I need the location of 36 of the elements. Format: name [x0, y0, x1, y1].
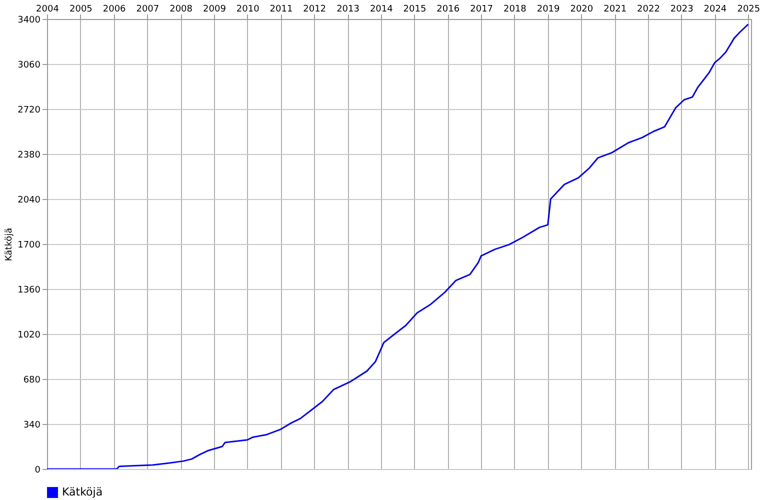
x-tick-label: 2022 [637, 4, 660, 14]
legend-label: Kätköjä [62, 486, 103, 498]
y-tick-label: 0 [34, 466, 41, 476]
x-tick-label: 2008 [170, 4, 193, 14]
y-tick-label: 1700 [18, 240, 41, 250]
x-tick-label: 2009 [203, 4, 226, 14]
x-tick-label: 2007 [136, 4, 160, 14]
x-tick-label: 2025 [737, 4, 760, 14]
x-tick-label: 2021 [604, 4, 627, 14]
y-tick-label: 2720 [18, 106, 41, 116]
x-tick-label: 2015 [403, 4, 426, 14]
y-tick-label: 340 [23, 420, 41, 430]
line-series [47, 24, 749, 469]
x-tick-label: 2004 [36, 4, 60, 14]
x-tick-label: 2011 [270, 4, 293, 14]
y-tick-label: 3400 [18, 16, 41, 26]
x-tick-label: 2010 [236, 4, 260, 14]
x-tick-label: 2018 [503, 4, 527, 14]
y-tick-label: 1360 [18, 286, 41, 296]
x-tick-label: 2016 [436, 4, 460, 14]
x-tick-label: 2005 [70, 4, 92, 14]
x-tick-label: 2006 [102, 4, 126, 14]
x-tick-label: 2023 [670, 4, 694, 14]
x-tick-label: 2012 [303, 4, 326, 14]
y-tick-label: 3060 [18, 60, 41, 70]
y-tick-label: 2380 [18, 150, 41, 160]
x-tick-label: 2019 [536, 4, 560, 14]
y-tick-label: 1020 [18, 330, 41, 340]
y-tick-label: 2040 [18, 196, 41, 206]
y-tick-label: 680 [23, 376, 41, 386]
x-tick-label: 2014 [370, 4, 394, 14]
x-tick-label: 2013 [336, 4, 360, 14]
x-tick-label: 2017 [470, 4, 494, 14]
x-tick-label: 2024 [704, 4, 727, 14]
y-axis-title: Kätköjä [4, 228, 15, 262]
x-tick-label: 2020 [570, 4, 594, 14]
